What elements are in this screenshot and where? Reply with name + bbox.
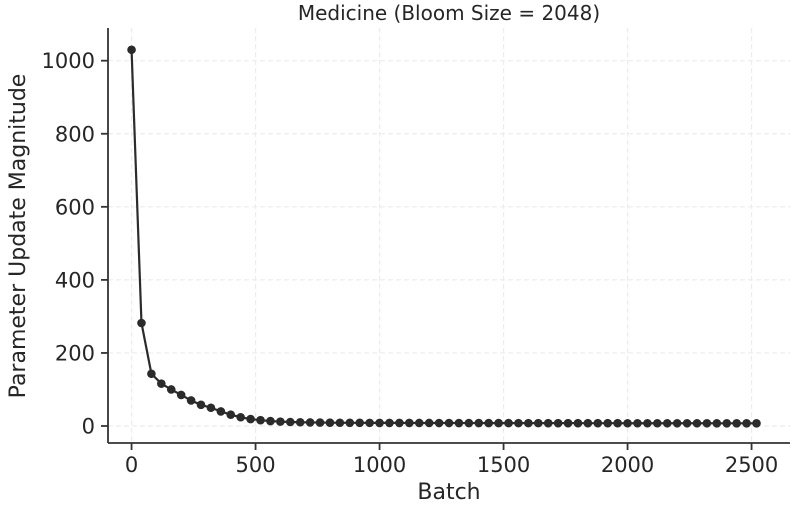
series-line — [130, 49, 757, 425]
data-point — [285, 417, 295, 427]
data-point — [246, 414, 255, 424]
data-point — [147, 369, 156, 379]
data-series-layer — [127, 45, 761, 428]
data-point — [295, 417, 305, 427]
data-point — [593, 418, 603, 428]
data-point — [742, 419, 751, 428]
x-tick-label: 0 — [125, 453, 138, 477]
data-point — [722, 419, 732, 428]
data-point — [166, 385, 176, 394]
data-point — [434, 418, 444, 428]
data-point — [325, 418, 335, 427]
data-point — [137, 318, 146, 328]
data-point — [305, 418, 315, 427]
data-point — [315, 418, 325, 427]
data-point — [573, 418, 583, 428]
data-point — [266, 416, 275, 426]
data-point — [345, 418, 355, 428]
data-point — [533, 418, 543, 428]
data-point — [196, 400, 206, 410]
data-point — [157, 379, 166, 388]
data-point — [712, 419, 722, 428]
data-point — [504, 418, 513, 428]
data-point — [543, 418, 553, 428]
data-point — [633, 418, 642, 428]
data-point — [702, 418, 712, 428]
y-tick-label: 400 — [55, 268, 95, 292]
data-point — [583, 418, 593, 428]
data-point — [256, 415, 265, 425]
data-point — [216, 407, 226, 416]
data-point — [464, 418, 474, 428]
data-point — [514, 418, 523, 428]
x-tick-label: 2000 — [601, 453, 654, 477]
data-point — [603, 418, 613, 428]
data-point — [692, 418, 702, 428]
data-point — [444, 418, 454, 428]
data-point — [176, 390, 186, 400]
data-point — [335, 418, 345, 428]
data-point — [672, 418, 682, 428]
data-point — [365, 418, 374, 428]
tick-layer: 0 200 400 600 800 1000 0 500 1000 1500 2000 2500 — [42, 49, 779, 477]
data-point — [662, 418, 672, 428]
y-axis-label: Parameter Update Magnitude — [6, 74, 31, 399]
data-point — [375, 418, 384, 428]
y-tick-label: 600 — [55, 195, 95, 219]
data-point — [752, 419, 761, 428]
x-tick-label: 500 — [236, 453, 276, 477]
x-tick-label: 2500 — [725, 453, 778, 477]
grid-layer — [108, 28, 790, 443]
data-point — [474, 418, 484, 428]
data-point — [454, 418, 464, 428]
data-point — [494, 418, 503, 428]
x-tick-label: 1000 — [353, 453, 406, 477]
data-point — [553, 418, 563, 428]
data-point — [186, 396, 196, 405]
data-point — [613, 418, 622, 428]
data-point — [276, 417, 285, 426]
chart-title: Medicine (Bloom Size = 2048) — [298, 1, 600, 25]
data-point — [653, 418, 662, 428]
data-point — [385, 418, 394, 428]
data-point — [414, 418, 424, 428]
data-point — [682, 418, 692, 428]
data-point — [563, 418, 573, 428]
x-axis-label: Batch — [417, 480, 480, 505]
data-point — [206, 403, 216, 413]
data-point — [643, 418, 652, 428]
y-tick-label: 800 — [55, 122, 95, 146]
data-point — [127, 45, 136, 55]
y-tick-label: 1000 — [42, 49, 95, 73]
x-tick-label: 1500 — [477, 453, 530, 477]
data-point — [226, 410, 236, 419]
data-point — [424, 418, 434, 428]
y-tick-label: 200 — [55, 341, 95, 365]
data-point — [395, 418, 404, 428]
data-point — [623, 418, 632, 428]
data-point — [484, 418, 493, 428]
data-point — [732, 419, 741, 428]
y-tick-label: 0 — [82, 415, 95, 439]
data-point — [355, 418, 365, 428]
data-point — [236, 412, 245, 422]
data-point — [405, 418, 414, 428]
data-point — [524, 418, 533, 428]
axes-spines — [107, 28, 790, 444]
